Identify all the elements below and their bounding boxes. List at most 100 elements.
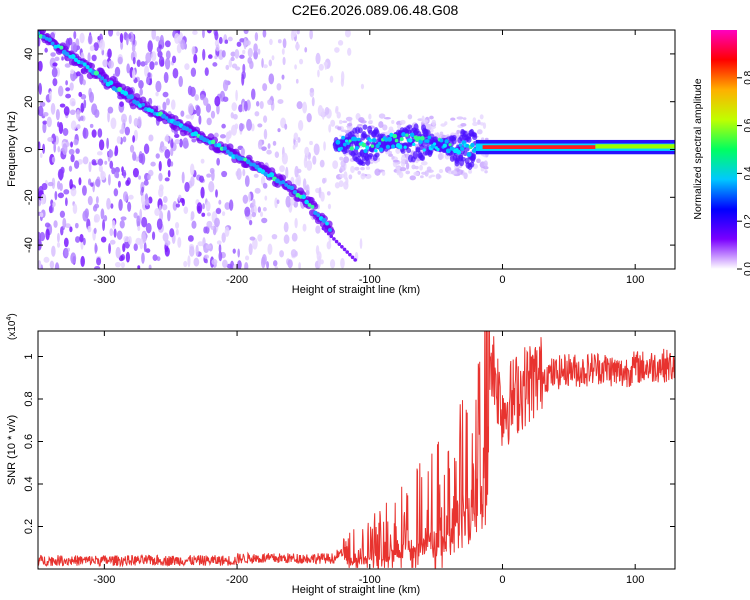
noise-cell bbox=[248, 243, 253, 256]
noise-cell bbox=[428, 175, 432, 179]
noise-cell bbox=[221, 123, 226, 129]
noise-cell bbox=[236, 41, 242, 47]
noise-cell bbox=[59, 103, 66, 108]
noise-cell bbox=[263, 128, 268, 140]
noise-cell bbox=[49, 90, 52, 101]
noise-cell bbox=[57, 168, 64, 180]
flat-halo bbox=[472, 134, 478, 141]
noise-cell bbox=[272, 140, 277, 146]
noise-cell bbox=[122, 191, 129, 202]
noise-cell bbox=[121, 166, 124, 173]
noise-cell bbox=[162, 101, 167, 111]
noise-cell bbox=[345, 116, 353, 121]
noise-cell bbox=[210, 225, 215, 230]
trace-core bbox=[304, 199, 309, 205]
noise-cell bbox=[127, 201, 132, 212]
noise-cell bbox=[131, 68, 136, 80]
noise-cell bbox=[339, 165, 346, 172]
noise-cell bbox=[360, 120, 367, 124]
noise-cell bbox=[211, 258, 218, 266]
noise-cell bbox=[339, 156, 344, 161]
noise-cell bbox=[285, 166, 289, 179]
noise-cell bbox=[143, 143, 150, 155]
noise-cell bbox=[95, 196, 99, 204]
noise-cell bbox=[252, 237, 258, 250]
trace-branch bbox=[353, 258, 357, 262]
noise-cell bbox=[338, 119, 343, 125]
noise-cell bbox=[309, 30, 313, 40]
noise-cell bbox=[201, 212, 206, 217]
noise-cell bbox=[187, 85, 193, 96]
noise-cell bbox=[116, 136, 122, 144]
noise-cell bbox=[419, 175, 424, 179]
snr-scale-base: (x10 bbox=[7, 320, 18, 340]
snr-scale-label: (x104) bbox=[6, 313, 18, 340]
noise-cell bbox=[99, 39, 105, 51]
flat-core bbox=[401, 132, 406, 137]
noise-cell bbox=[48, 205, 53, 214]
trace-core bbox=[289, 185, 295, 191]
noise-cell bbox=[107, 106, 114, 114]
noise-cell bbox=[237, 260, 242, 269]
flat-halo bbox=[365, 158, 371, 166]
noise-cell bbox=[251, 88, 256, 100]
trace-branch bbox=[321, 226, 326, 231]
flat-core bbox=[445, 148, 451, 154]
noise-cell bbox=[167, 169, 171, 178]
noise-cell bbox=[114, 261, 121, 268]
noise-cell bbox=[83, 99, 87, 109]
noise-cell bbox=[326, 191, 331, 196]
noise-cell bbox=[187, 235, 194, 242]
noise-cell bbox=[202, 30, 205, 39]
noise-cell bbox=[438, 153, 443, 161]
noise-cell bbox=[164, 135, 170, 142]
snr-y-axis: 0.2 0.4 0.6 0.8 1 bbox=[23, 353, 675, 534]
noise-cell bbox=[221, 170, 228, 178]
trace-core bbox=[263, 171, 268, 177]
noise-cell bbox=[222, 79, 229, 92]
noise-cell bbox=[128, 194, 134, 200]
noise-cell bbox=[115, 246, 121, 259]
noise-cell bbox=[38, 141, 41, 151]
noise-cell bbox=[167, 158, 172, 168]
flat-halo bbox=[357, 127, 363, 134]
noise-cell bbox=[38, 105, 44, 117]
flat-core bbox=[389, 132, 394, 138]
trace-halo bbox=[139, 96, 147, 104]
noise-cell bbox=[409, 175, 416, 181]
noise-cell bbox=[315, 245, 320, 256]
flat-core bbox=[399, 137, 404, 142]
noise-cell bbox=[188, 245, 195, 257]
noise-cell bbox=[359, 238, 363, 250]
noise-cell bbox=[194, 94, 199, 101]
noise-cell bbox=[195, 105, 201, 117]
noise-cell bbox=[174, 222, 180, 229]
noise-cell bbox=[271, 233, 278, 240]
flat-halo bbox=[406, 148, 412, 154]
noise-cell bbox=[334, 107, 339, 114]
noise-cell bbox=[324, 61, 328, 70]
noise-cell bbox=[206, 173, 212, 178]
noise-cell bbox=[276, 199, 280, 204]
noise-cell bbox=[332, 160, 339, 169]
noise-cell bbox=[230, 56, 235, 62]
noise-cell bbox=[421, 171, 427, 175]
noise-cell bbox=[107, 110, 110, 123]
noise-cell bbox=[205, 201, 211, 212]
noise-cell bbox=[264, 195, 268, 201]
noise-cell bbox=[120, 261, 125, 269]
noise-cell bbox=[218, 199, 222, 205]
noise-cell bbox=[250, 206, 255, 214]
noise-cell bbox=[190, 67, 197, 77]
noise-cell bbox=[64, 63, 71, 68]
noise-cell bbox=[336, 111, 341, 119]
noise-cell bbox=[148, 134, 154, 142]
noise-cell bbox=[108, 148, 112, 158]
noise-cell bbox=[111, 220, 116, 229]
noise-cell bbox=[476, 129, 483, 135]
noise-cell bbox=[456, 116, 464, 120]
noise-cell bbox=[218, 36, 223, 45]
noise-cell bbox=[189, 163, 195, 176]
noise-cell bbox=[109, 228, 114, 237]
flat-core bbox=[363, 148, 368, 154]
